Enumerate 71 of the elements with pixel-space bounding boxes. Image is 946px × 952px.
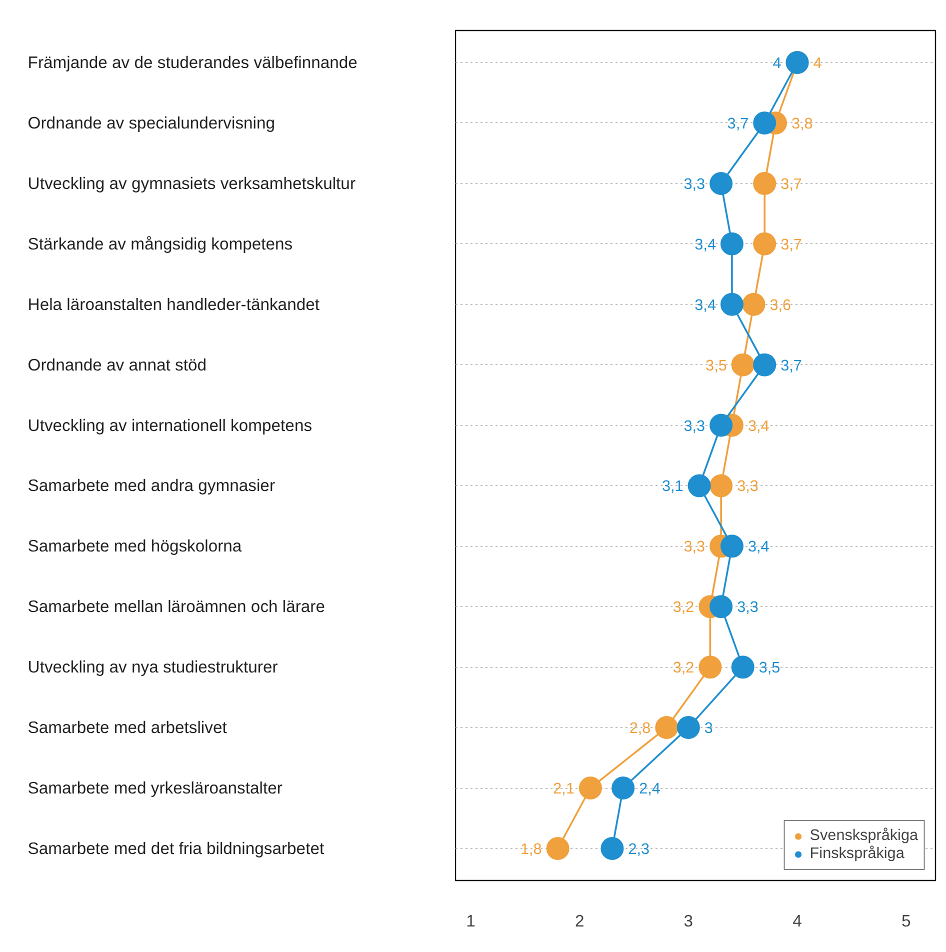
y-tick-label: Hela läroanstalten handleder-tänkandet <box>28 294 320 314</box>
data-label: 3,7 <box>780 357 802 374</box>
data-label: 3,8 <box>792 115 813 132</box>
data-label: 3,3 <box>737 478 758 496</box>
data-label: 3,4 <box>748 418 770 435</box>
data-label: 3,2 <box>672 660 694 677</box>
point <box>655 716 678 740</box>
x-tick-label: 5 <box>901 912 911 930</box>
point <box>688 474 711 498</box>
data-label: 3,5 <box>706 357 727 374</box>
point <box>742 292 766 316</box>
legend-label: Finskspråkiga <box>810 845 904 863</box>
y-tick-label: Utveckling av internationell kompetens <box>28 416 312 435</box>
data-label: 2,1 <box>553 780 574 798</box>
y-tick-label: Ordnande av annat stöd <box>28 355 207 374</box>
point <box>612 776 635 800</box>
point <box>720 232 744 256</box>
point <box>753 232 776 256</box>
point <box>731 656 754 679</box>
y-tick-label: Utveckling av gymnasiets verksamhetskultur <box>28 174 356 193</box>
data-label: 3,6 <box>770 296 792 314</box>
data-label: 3 <box>704 720 713 738</box>
point <box>753 112 776 134</box>
x-tick-label: 2 <box>574 912 584 930</box>
data-label: 3,3 <box>684 418 706 435</box>
point <box>698 656 722 679</box>
x-tick-label: 3 <box>684 912 694 930</box>
data-label: 3,4 <box>694 236 716 254</box>
point <box>753 353 776 376</box>
data-label: 2,8 <box>629 720 651 738</box>
point <box>710 414 733 437</box>
data-label: 1,8 <box>520 840 542 858</box>
y-tick-label: Främjande av de studerandes välbefinnande <box>28 53 358 72</box>
y-tick-label: Samarbete med yrkesläroanstalter <box>28 778 283 798</box>
data-label: 2,4 <box>639 780 661 798</box>
point <box>753 172 776 195</box>
data-label: 3,2 <box>672 599 694 616</box>
point <box>676 716 700 740</box>
point <box>720 292 744 316</box>
point <box>710 595 733 618</box>
data-label: 3,3 <box>684 176 706 193</box>
y-tick-label: Samarbete med andra gymnasier <box>28 476 276 496</box>
point <box>731 353 754 376</box>
y-tick-label: Samarbete med högskolorna <box>28 536 242 556</box>
data-label: 3,3 <box>684 538 706 556</box>
point <box>600 836 624 860</box>
point <box>710 172 733 195</box>
data-label: 3,4 <box>748 538 770 556</box>
point <box>720 534 744 558</box>
x-tick-label: 4 <box>792 912 802 930</box>
data-label: 4 <box>772 55 782 72</box>
y-tick-label: Ordnande av specialundervisning <box>28 113 276 132</box>
data-label: 3,1 <box>662 478 684 496</box>
data-label: 3,5 <box>758 660 780 677</box>
data-label: 3,7 <box>727 115 749 132</box>
y-tick-label: Stärkande av mångsidig kompetens <box>28 234 293 254</box>
data-label: 3,7 <box>780 236 802 254</box>
y-tick-label: Samarbete mellan läroämnen och lärare <box>28 597 326 616</box>
point <box>710 474 733 498</box>
y-tick-label: Utveckling av nya studiestrukturer <box>28 658 278 677</box>
data-label: 3,3 <box>737 599 758 616</box>
legend-label: Svenskspråkiga <box>810 827 918 845</box>
point <box>546 836 570 860</box>
x-tick-label: 1 <box>466 912 476 930</box>
y-tick-label: Samarbete med det fria bildningsarbetet <box>28 838 324 858</box>
y-tick-label: Samarbete med arbetslivet <box>28 718 228 738</box>
data-label: 4 <box>813 55 822 72</box>
data-label: 3,7 <box>780 176 802 193</box>
data-label: 2,3 <box>628 840 650 858</box>
data-label: 3,4 <box>694 296 716 314</box>
point <box>578 776 602 800</box>
